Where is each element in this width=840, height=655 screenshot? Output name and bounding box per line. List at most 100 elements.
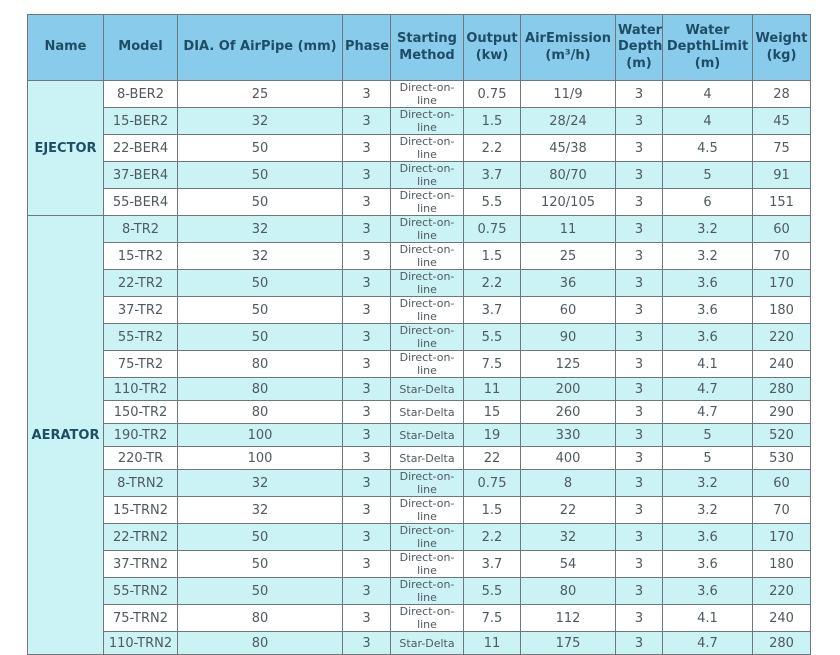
table-cell: 3.7 [463,296,521,324]
table-cell: Direct-on-line [390,107,464,135]
table-cell: 3 [342,577,391,605]
column-header-output: Output (kw) [463,14,521,81]
table-body: EJECTOR 8-BER2 25 3 Direct-on-line 0.75 11/9 3 4… [27,80,811,655]
table-row: 55-BER4 50 3 Direct-on-line 5.5 120/105 3 6 151 [28,188,811,216]
table-cell: 5.5 [463,577,521,605]
table-cell: 8 [520,469,616,497]
table-cell: 100 [177,423,343,447]
table-cell: 5.5 [463,188,521,216]
group-name-cell: AERATOR [27,215,104,655]
table-cell: 3 [615,296,663,324]
table-cell: 3.2 [662,215,753,243]
table-cell: Direct-on-line [390,350,464,378]
table-cell: 170 [752,269,811,297]
table-cell: 120/105 [520,188,616,216]
table-cell: 25 [177,80,343,108]
table-cell: 60 [752,469,811,497]
table-cell: 3 [615,350,663,378]
table-cell: 7.5 [463,350,521,378]
table-cell: 45 [752,107,811,135]
table-cell: 150-TR2 [103,400,178,424]
table-cell: 3 [342,631,391,655]
table-cell: 3 [615,188,663,216]
table-row: 8-TRN2 32 3 Direct-on-line 0.75 8 3 3.2 60 [28,469,811,497]
table-cell: 50 [177,523,343,551]
column-header-water-depthlimit: Water DepthLimit (m) [662,14,753,81]
table-cell: 125 [520,350,616,378]
table-cell: Direct-on-line [390,188,464,216]
table-cell: 1.5 [463,107,521,135]
table-row: 55-TR2 50 3 Direct-on-line 5.5 90 3 3.6 220 [28,323,811,351]
table-cell: 3 [342,446,391,470]
table-cell: 70 [752,496,811,524]
column-header-water-depth: Water Depth (m) [615,14,663,81]
table-cell: 3 [615,134,663,162]
table-cell: 520 [752,423,811,447]
table-row: EJECTOR 8-BER2 25 3 Direct-on-line 0.75 11/9 3 4… [27,80,811,216]
table-cell: 37-TRN2 [103,550,178,578]
table-cell: 11/9 [520,80,616,108]
table-cell: 5 [662,446,753,470]
table-cell: 37-TR2 [103,296,178,324]
table-cell: 2.2 [463,523,521,551]
table-cell: 32 [520,523,616,551]
table-cell: 3 [342,161,391,189]
table-cell: 3 [342,80,391,108]
table-cell: Star-Delta [390,400,464,424]
table-cell: 5 [662,161,753,189]
table-cell: 3 [615,631,663,655]
table-cell: 3 [615,323,663,351]
table-cell: 0.75 [463,469,521,497]
table-cell: 75-TR2 [103,350,178,378]
column-header-model: Model [103,14,178,81]
table-cell: 3 [615,215,663,243]
table-cell: 3 [342,469,391,497]
table-cell: 22-TRN2 [103,523,178,551]
table-cell: 55-BER4 [103,188,178,216]
table-cell: 220-TR [103,446,178,470]
table-cell: 3.6 [662,323,753,351]
table-row: 150-TR2 80 3 Star-Delta 15 260 3 4.7 290 [28,400,811,424]
table-cell: 55-TRN2 [103,577,178,605]
table-cell: 80 [177,377,343,401]
table-cell: 50 [177,323,343,351]
table-cell: 50 [177,269,343,297]
table-cell: 45/38 [520,134,616,162]
table-cell: 3 [615,269,663,297]
table-cell: 55-TR2 [103,323,178,351]
table-cell: 280 [752,631,811,655]
table-cell: 3 [342,242,391,270]
column-header-weight: Weight (kg) [752,14,811,81]
table-cell: 22-BER4 [103,134,178,162]
table-cell: 15-TRN2 [103,496,178,524]
table-cell: Star-Delta [390,423,464,447]
table-cell: 91 [752,161,811,189]
table-cell: 170 [752,523,811,551]
table-cell: 400 [520,446,616,470]
table-cell: 19 [463,423,521,447]
table-cell: 3.6 [662,269,753,297]
table-cell: 36 [520,269,616,297]
table-cell: 4 [662,107,753,135]
table-row: 15-TR2 32 3 Direct-on-line 1.5 25 3 3.2 70 [28,242,811,270]
table-row: 15-TRN2 32 3 Direct-on-line 1.5 22 3 3.2 70 [28,496,811,524]
column-header-air-emission: AirEmission (m³/h) [520,14,616,81]
table-cell: 240 [752,350,811,378]
table-cell: 1.5 [463,496,521,524]
table-cell: 3 [342,269,391,297]
table-cell: 32 [177,496,343,524]
table-cell: 15-BER2 [103,107,178,135]
table-cell: 3 [615,161,663,189]
table-cell: 260 [520,400,616,424]
table-cell: 3 [615,80,663,108]
table-cell: 180 [752,550,811,578]
table-cell: 190-TR2 [103,423,178,447]
table-cell: 3 [342,296,391,324]
table-cell: 32 [177,242,343,270]
table-cell: 180 [752,296,811,324]
table-cell: 3.2 [662,496,753,524]
column-header-name: Name [27,14,104,81]
table-cell: 5.5 [463,323,521,351]
table-cell: 3 [615,469,663,497]
table-cell: 2.2 [463,269,521,297]
